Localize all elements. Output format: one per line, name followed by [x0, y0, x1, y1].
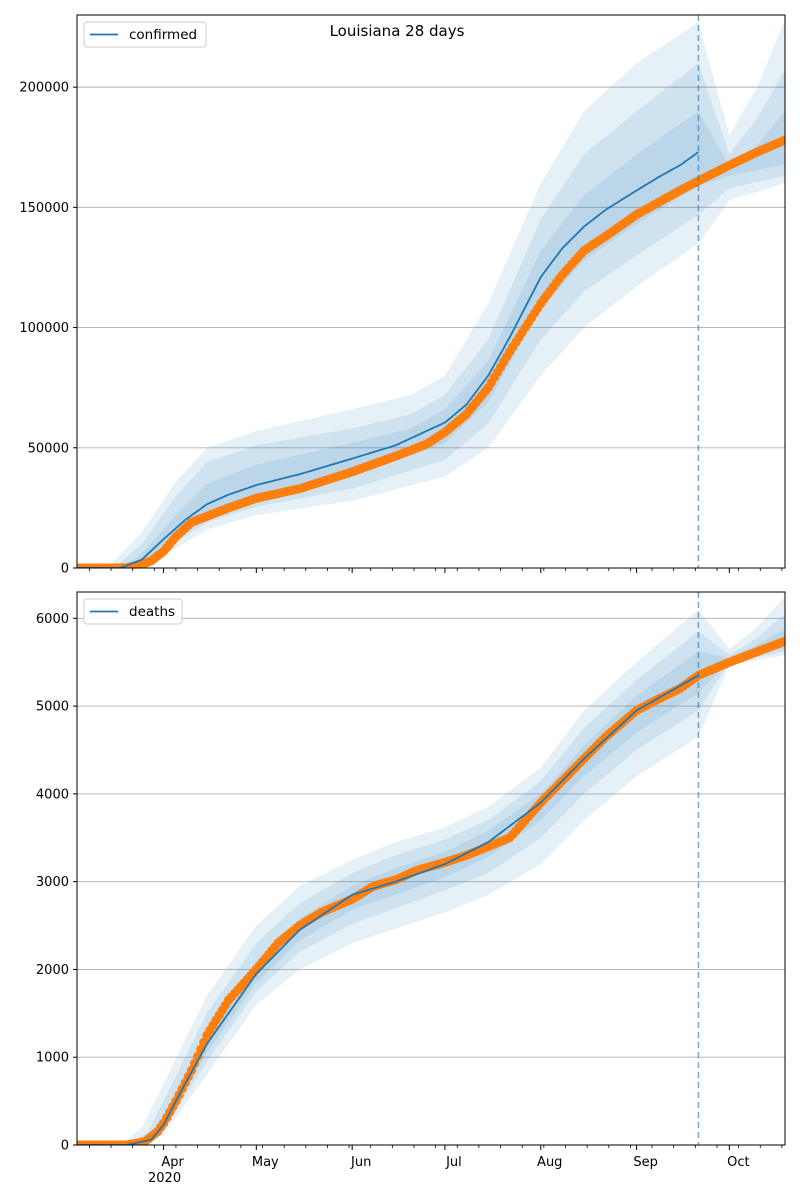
y-tick-label: 100000 — [19, 321, 69, 336]
y-tick-label: 5000 — [36, 700, 69, 715]
x-tick-label: Sep — [633, 1155, 658, 1170]
legend-box — [83, 598, 183, 625]
observed-point — [780, 636, 785, 646]
axes-frame — [76, 14, 786, 569]
uncertainty-band-inner — [77, 111, 785, 568]
legend-box — [83, 21, 207, 48]
uncertainty-band-middle — [77, 63, 785, 568]
legend: deaths — [83, 598, 183, 625]
x-tick-label: Apr — [161, 1155, 184, 1170]
x-tick-label: Jul — [445, 1155, 462, 1170]
y-tick-label: 50000 — [28, 441, 69, 456]
y-tick-label: 6000 — [36, 612, 69, 627]
x-tick-label: Oct — [727, 1155, 749, 1170]
x-tick-label: Aug — [537, 1155, 562, 1170]
figure-title: Louisiana 28 days — [330, 22, 465, 40]
axes-frame — [76, 591, 786, 1146]
x-tick-label: May — [252, 1155, 279, 1170]
plot-area — [77, 596, 785, 1145]
y-tick-label: 1000 — [36, 1051, 69, 1066]
x-tick-label: Jun — [350, 1155, 371, 1170]
y-tick-label: 3000 — [36, 875, 69, 890]
y-tick-label: 0 — [61, 1139, 69, 1154]
y-tick-label: 150000 — [19, 201, 69, 216]
legend-label: confirmed — [129, 27, 197, 43]
y-tick-label: 2000 — [36, 963, 69, 978]
panel-confirmed: 0 50000 100000 150000 200000 confirmed — [19, 14, 786, 577]
observed-point — [780, 135, 785, 145]
uncertainty-band-middle — [77, 613, 785, 1145]
legend-label: deaths — [129, 604, 175, 620]
y-tick-label: 4000 — [36, 787, 69, 802]
uncertainty-band-outer — [77, 19, 785, 568]
y-tick-label: 200000 — [19, 81, 69, 96]
x-tick-sublabel: 2020 — [148, 1171, 181, 1186]
model-median-line — [77, 151, 699, 568]
y-tick-label: 0 — [61, 562, 69, 577]
legend: confirmed — [83, 21, 207, 48]
model-median-line — [77, 674, 699, 1145]
plot-area — [77, 19, 785, 568]
